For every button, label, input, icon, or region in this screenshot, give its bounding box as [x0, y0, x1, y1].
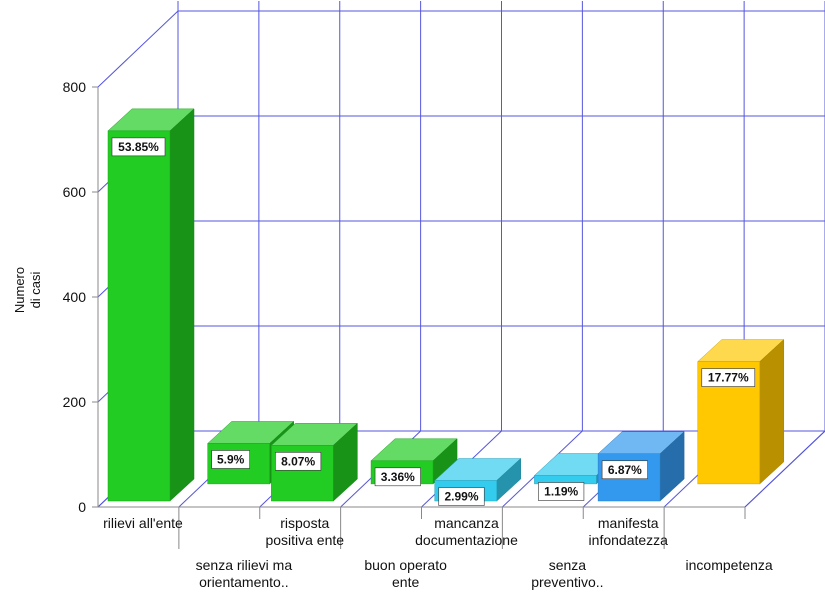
percent-label: 17.77% [708, 371, 749, 385]
percent-label: 2.99% [444, 490, 478, 504]
y-tick-label: 200 [63, 394, 87, 410]
floor-right-edge [744, 430, 825, 508]
percent-label-box [275, 452, 322, 471]
bars: 5.9% 3.36% 1.19% 17.77% 53.85% 8.07% 2.99% 6.87… [107, 108, 785, 506]
percent-label-box [438, 487, 485, 506]
category-label: senza rilievi ma [196, 557, 293, 573]
y-tick-label: 600 [63, 184, 87, 200]
category-labels: rilievi all'ente senza rilievi maorientam… [103, 507, 773, 590]
bar-side-face [169, 108, 195, 502]
category-label: incompetenza [686, 557, 773, 573]
category-label: mancanza [434, 515, 499, 531]
y-tick-label: 400 [63, 289, 87, 305]
category-label: infondatezza [589, 532, 669, 548]
bar-8: 17.77% [697, 339, 785, 485]
category-label: ente [392, 574, 419, 590]
percent-label-box [601, 460, 648, 480]
bar-7: 6.87% [597, 431, 685, 502]
bar-front-face [107, 130, 171, 502]
category-label: manifesta [598, 515, 659, 531]
percent-label-box [538, 482, 585, 501]
category-label: positiva ente [265, 532, 344, 548]
percent-label: 6.87% [608, 463, 642, 477]
category-label: buon operato [364, 557, 447, 573]
y-tick-label: 0 [78, 499, 86, 515]
percent-label: 5.9% [217, 452, 245, 466]
y-tick-label: 800 [63, 79, 87, 95]
category-label: risposta [280, 515, 329, 531]
percent-label-box [211, 450, 250, 469]
y-axis-title-line-1: Numero [12, 267, 27, 313]
side-gridline-800 [97, 10, 179, 88]
percent-label-box [111, 137, 166, 157]
category-label: preventivo.. [531, 574, 603, 590]
y-axis: 0 200 400 600 800 [63, 79, 99, 515]
bar-5: 2.99% [434, 457, 522, 506]
category-label: orientamento.. [199, 574, 289, 590]
percent-label-box [701, 368, 756, 387]
percent-label: 1.19% [544, 485, 578, 499]
y-axis-title-line-2: di casi [28, 271, 43, 308]
bar-3: 8.07% [270, 422, 359, 502]
category-label: senza [549, 557, 587, 573]
percent-label: 8.07% [281, 454, 315, 468]
percent-label-box [374, 467, 421, 487]
bar-side-face [759, 339, 785, 485]
percent-label: 53.85% [118, 140, 159, 154]
category-label: rilievi all'ente [103, 515, 183, 531]
bar-4: 3.36% [370, 438, 458, 487]
bar-1: 53.85% [107, 108, 195, 502]
category-label: documentazione [415, 532, 518, 548]
percent-label: 3.36% [381, 470, 415, 484]
